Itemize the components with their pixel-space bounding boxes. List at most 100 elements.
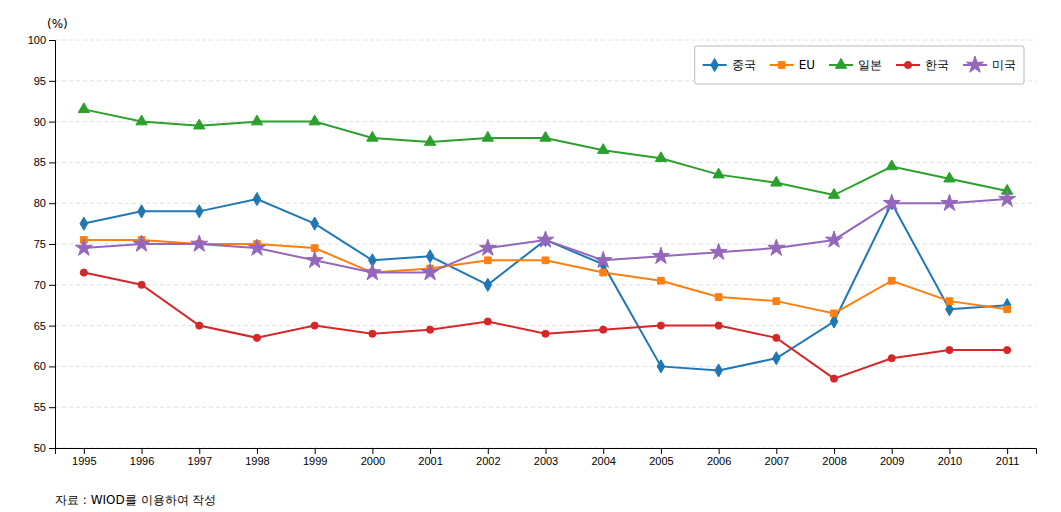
- legend-swatch-marker: [904, 61, 911, 68]
- grid-line: [55, 121, 1036, 122]
- tick-mark: [49, 122, 55, 123]
- tick: 2004: [591, 448, 615, 467]
- tick-mark: [776, 448, 777, 454]
- point: [248, 239, 265, 255]
- tick-label: 2005: [649, 455, 673, 467]
- tick: 2000: [361, 448, 385, 467]
- tick-label: 1995: [72, 455, 96, 467]
- tick-mark: [49, 162, 55, 163]
- legend-swatch-marker: [835, 58, 846, 68]
- point: [999, 190, 1016, 206]
- tick: 65: [34, 320, 55, 332]
- legend-label: EU: [799, 58, 815, 72]
- tick-label: 1999: [303, 455, 327, 467]
- grid-line: [55, 40, 1036, 41]
- tick: 1998: [245, 448, 269, 467]
- tick: 85: [34, 156, 55, 168]
- tick-label: 70: [34, 279, 46, 291]
- point: [78, 103, 89, 113]
- tick: 90: [34, 116, 55, 128]
- tick-label: 2006: [707, 455, 731, 467]
- annotation: 자료 : WIOD를 이용하여 작성: [55, 493, 216, 507]
- point: [364, 264, 381, 280]
- tick-label: 85: [34, 156, 46, 168]
- legend-label: 중국: [732, 58, 756, 72]
- point: [424, 135, 435, 145]
- point: [540, 131, 551, 141]
- tick: 80: [34, 197, 55, 209]
- point: [482, 131, 493, 141]
- point: [715, 322, 722, 329]
- tick-label: 2007: [765, 455, 789, 467]
- tick-mark: [315, 448, 316, 454]
- point: [253, 334, 260, 341]
- legend-item: 중국: [703, 58, 756, 72]
- tick-mark: [546, 448, 547, 454]
- tick-mark: [49, 366, 55, 367]
- tick-label: 65: [34, 320, 46, 332]
- tick-label: 90: [34, 116, 46, 128]
- point: [191, 235, 208, 251]
- tick: 70: [34, 279, 55, 291]
- point: [600, 326, 607, 333]
- tick-mark: [949, 448, 950, 454]
- legend-label: 미국: [992, 58, 1016, 72]
- tick-mark: [49, 407, 55, 408]
- tick-mark: [1007, 448, 1008, 454]
- tick-label: 1997: [188, 455, 212, 467]
- point: [886, 160, 897, 170]
- tick-label: 2010: [938, 455, 962, 467]
- legend: 중국EU일본한국미국: [695, 46, 1024, 84]
- series: [78, 103, 1013, 198]
- point: [80, 217, 88, 230]
- marks: [75, 103, 1015, 382]
- tick: 55: [34, 401, 55, 413]
- legend-frame: [695, 46, 1024, 84]
- point: [194, 119, 205, 129]
- grid-line: [55, 162, 1036, 163]
- tick-label: 2004: [591, 455, 615, 467]
- point: [136, 115, 147, 125]
- point: [828, 189, 839, 199]
- point: [652, 247, 669, 263]
- point: [655, 152, 666, 162]
- axis-line: [49, 41, 56, 449]
- tick: 1995: [72, 448, 96, 467]
- point: [426, 250, 434, 263]
- point: [773, 334, 780, 341]
- point: [479, 239, 496, 255]
- tick-label: 60: [34, 360, 46, 372]
- point: [422, 264, 439, 280]
- tick-mark: [49, 203, 55, 204]
- tick-label: 2001: [418, 455, 442, 467]
- tick: 60: [34, 360, 55, 372]
- tick-mark: [84, 448, 85, 454]
- tick: 100: [28, 34, 55, 46]
- tick-mark: [49, 448, 55, 449]
- series: [80, 193, 1011, 378]
- tick-label: 2009: [880, 455, 904, 467]
- tick: 2003: [534, 448, 558, 467]
- chart-svg: 1995199619971998199920002001200220032004…: [0, 0, 1061, 512]
- grid: [55, 40, 1036, 448]
- point: [600, 269, 607, 276]
- point: [657, 360, 665, 373]
- tick-mark: [834, 448, 835, 454]
- x-axis: 1995199619971998199920002001200220032004…: [56, 448, 1037, 467]
- point: [773, 298, 780, 305]
- tick: 75: [34, 238, 55, 250]
- point: [138, 205, 146, 218]
- tick-label: 2003: [534, 455, 558, 467]
- point: [941, 194, 958, 210]
- point: [713, 168, 724, 178]
- point: [309, 115, 320, 125]
- tick-mark: [142, 448, 143, 454]
- point: [195, 205, 203, 218]
- tick: 2005: [649, 448, 673, 467]
- point: [196, 322, 203, 329]
- legend-swatch-marker: [966, 56, 983, 72]
- tick: 2009: [880, 448, 904, 467]
- series-line: [84, 273, 1007, 379]
- point: [830, 375, 837, 382]
- tick: 1997: [188, 448, 212, 467]
